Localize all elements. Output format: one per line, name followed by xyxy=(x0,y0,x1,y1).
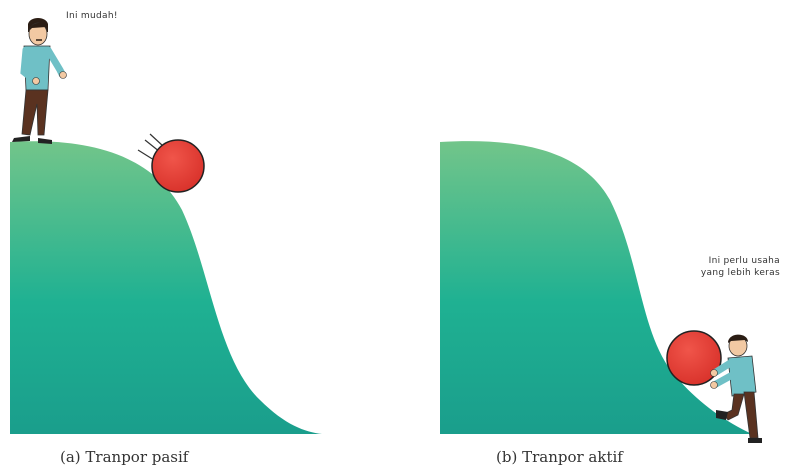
hill-a xyxy=(10,141,322,435)
speech-text-a: Ini mudah! xyxy=(66,11,118,21)
panel-a xyxy=(10,18,322,435)
ball-a xyxy=(151,139,205,193)
ball-b xyxy=(666,330,722,386)
panel-b xyxy=(440,141,762,443)
person-b xyxy=(710,334,762,443)
person-a xyxy=(12,18,67,144)
caption-a: (a) Tranpor pasif xyxy=(60,448,189,466)
caption-b: (b) Tranpor aktif xyxy=(496,448,623,466)
speech-text-b: Ini perlu usaha yang lebih keras xyxy=(668,255,780,279)
speech-b-line2: yang lebih keras xyxy=(700,268,780,278)
speech-b-line1: Ini perlu usaha xyxy=(708,256,780,266)
hill-b xyxy=(440,141,752,434)
